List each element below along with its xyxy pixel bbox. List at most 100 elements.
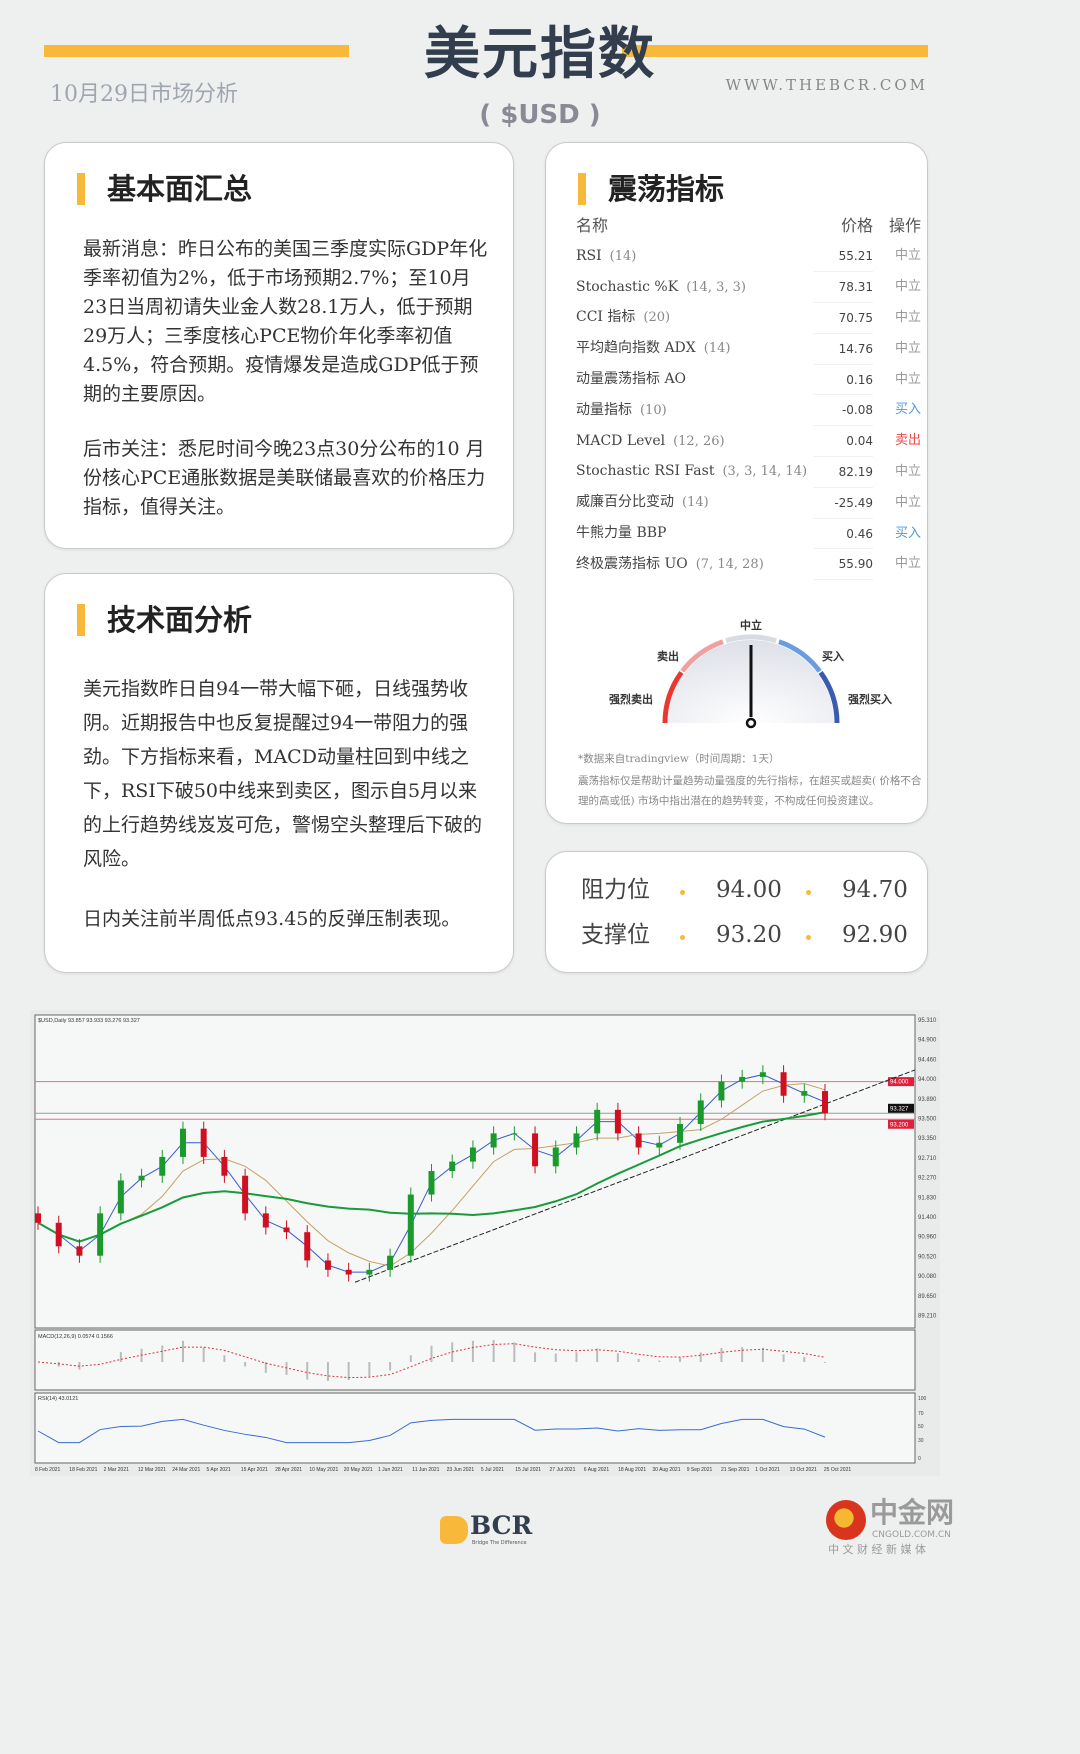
oscillator-action: 中立 (894, 494, 921, 510)
oscillator-params: (14) (703, 341, 731, 357)
title-bar-right (622, 45, 928, 57)
gauge-segment (662, 670, 684, 724)
x-tick-label: 25 Oct 2021 (824, 1467, 851, 1473)
oscillator-action: 中立 (894, 340, 921, 356)
candle (552, 1147, 559, 1167)
candle (366, 1269, 373, 1275)
rsi-tick-label: 70 (918, 1411, 924, 1417)
oscillators-card: 震荡指标 名称 价格 操作 RSI (14) 55.21 中立 Stochastic %… (545, 142, 928, 824)
y-tick-label: 89.650 (918, 1294, 937, 1300)
oscillator-name: 牛熊力量 BBP (576, 518, 813, 549)
candle (387, 1255, 394, 1270)
gauge-pivot (745, 717, 757, 729)
oscillator-label: Stochastic %K (576, 278, 679, 295)
candle (97, 1213, 104, 1256)
support-label: 支撑位 (581, 922, 650, 948)
oscillator-action: 卖出 (894, 433, 921, 449)
cngold-url: CNGOLD.COM.CN (872, 1530, 951, 1540)
site-url: WWW.THEBCR.COM (725, 76, 928, 94)
oscillator-label: 动量指标 (576, 401, 632, 418)
x-tick-label: 28 Apr 2021 (275, 1467, 302, 1473)
oscillator-params: (14) (682, 495, 709, 511)
oscillator-row: 威廉百分比变动 (14) -25.49 中立 (576, 487, 921, 519)
oscillator-name: 终极震荡指标 UO (7, 14, 28) (576, 549, 813, 580)
gauge-segment (680, 639, 724, 673)
fundamentals-news: 最新消息：昨日公布的美国三季度实际GDP年化季率初值为2%，低于市场预期2.7%… (83, 238, 488, 405)
oscillator-row: MACD Level (12, 26) 0.04 卖出 (576, 425, 921, 458)
bcr-logo: BCR (470, 1511, 533, 1540)
x-tick-label: 27 Jul 2021 (550, 1467, 576, 1473)
candle (635, 1133, 642, 1148)
y-tick-label: 90.520 (918, 1254, 937, 1260)
y-tick-label: 95.310 (918, 1018, 937, 1024)
x-tick-label: 5 Apr 2021 (207, 1467, 231, 1473)
y-tick-label: 93.350 (918, 1136, 937, 1142)
y-tick-label: 94.900 (918, 1038, 937, 1044)
oscillator-name: 平均趋向指数 ADX (14) (576, 333, 813, 364)
x-tick-label: 21 Sep 2021 (721, 1467, 750, 1473)
oscillator-params: (14) (609, 248, 637, 264)
candle (739, 1076, 746, 1082)
oscillators-title: 震荡指标 (578, 173, 724, 205)
oscillator-params: (14, 3, 3) (686, 279, 746, 295)
resistance-2: 94.70 (842, 877, 908, 903)
x-tick-label: 2 Mar 2021 (104, 1467, 130, 1473)
rsi-line (37, 1418, 826, 1444)
candle (76, 1246, 83, 1256)
candle (677, 1123, 684, 1143)
oscillator-value: 0.04 (813, 425, 873, 458)
oscillator-action: 买入 (894, 402, 921, 418)
bullet-icon (680, 935, 685, 940)
y-tick-label: 94.460 (918, 1057, 937, 1063)
fundamentals-card: 基本面汇总 最新消息：昨日公布的美国三季度实际GDP年化季率初值为2%，低于市场… (44, 142, 514, 549)
candle (697, 1100, 704, 1124)
macd-signal (37, 1343, 826, 1379)
oscillator-action: 中立 (894, 309, 921, 325)
y-tick-label: 92.270 (918, 1176, 937, 1182)
oscillator-value: 0.46 (813, 518, 873, 550)
macd-panel (34, 1329, 916, 1391)
col-name: 名称 (576, 216, 609, 235)
oscillator-params: (3, 3, 14, 14) (722, 464, 808, 480)
candle (656, 1142, 663, 1148)
candle (407, 1194, 414, 1256)
page-title: 美元指数 (424, 22, 656, 87)
price-tag-label: 93.200 (890, 1122, 909, 1128)
candle (780, 1072, 787, 1096)
oscillator-params: (20) (643, 310, 671, 326)
x-tick-label: 30 Aug 2021 (652, 1467, 680, 1473)
technical-title: 技术面分析 (77, 604, 252, 636)
y-tick-label: 89.210 (918, 1314, 937, 1320)
oscillator-name: MACD Level (12, 26) (576, 426, 813, 457)
y-tick-label: 91.830 (918, 1195, 937, 1201)
y-tick-label: 90.960 (918, 1235, 937, 1241)
x-tick-label: 15 Jul 2021 (515, 1467, 541, 1473)
macd-label: MACD(12,26,9) 0.0574 0.1566 (38, 1334, 113, 1340)
candle (511, 1133, 518, 1135)
candle (345, 1269, 352, 1275)
x-tick-label: 15 Apr 2021 (241, 1467, 268, 1473)
disclaimer-note: 震荡指标仅是帮助计量趋势动量强度的先行指标，在超买或超卖( 价格不合理的高或低)… (578, 775, 922, 807)
x-tick-label: 12 Mar 2021 (138, 1467, 166, 1473)
gauge-label-sell: 卖出 (657, 649, 679, 663)
price-tag (888, 1103, 914, 1113)
oscillator-label: 平均趋向指数 ADX (576, 340, 696, 357)
candle (469, 1147, 476, 1162)
candle (242, 1175, 249, 1214)
data-source-note: *数据来自tradingview（时间周期：1天） (578, 753, 780, 765)
candle (801, 1091, 808, 1096)
x-tick-label: 5 Jul 2021 (481, 1467, 504, 1473)
candle (221, 1156, 228, 1176)
oscillator-row: RSI (14) 55.21 中立 (576, 241, 921, 273)
x-tick-label: 11 Jun 2021 (412, 1467, 439, 1473)
oscillator-params: (10) (640, 402, 667, 418)
rsi-tick-label: 30 (918, 1438, 924, 1444)
price-tag-label: 94.000 (890, 1080, 909, 1086)
oscillator-params: (7, 14, 28) (695, 556, 764, 572)
rsi-tick-label: 50 (918, 1424, 924, 1430)
oscillator-name: Stochastic RSI Fast (3, 3, 14, 14) (576, 457, 813, 488)
price-chart: 95.310 94.900 94.460 94.000 93.890 93.500 93.3… (30, 1010, 940, 1476)
x-tick-label: 10 May 2021 (309, 1467, 338, 1473)
candle (138, 1175, 145, 1181)
x-tick-label: 8 Feb 2021 (35, 1467, 61, 1473)
